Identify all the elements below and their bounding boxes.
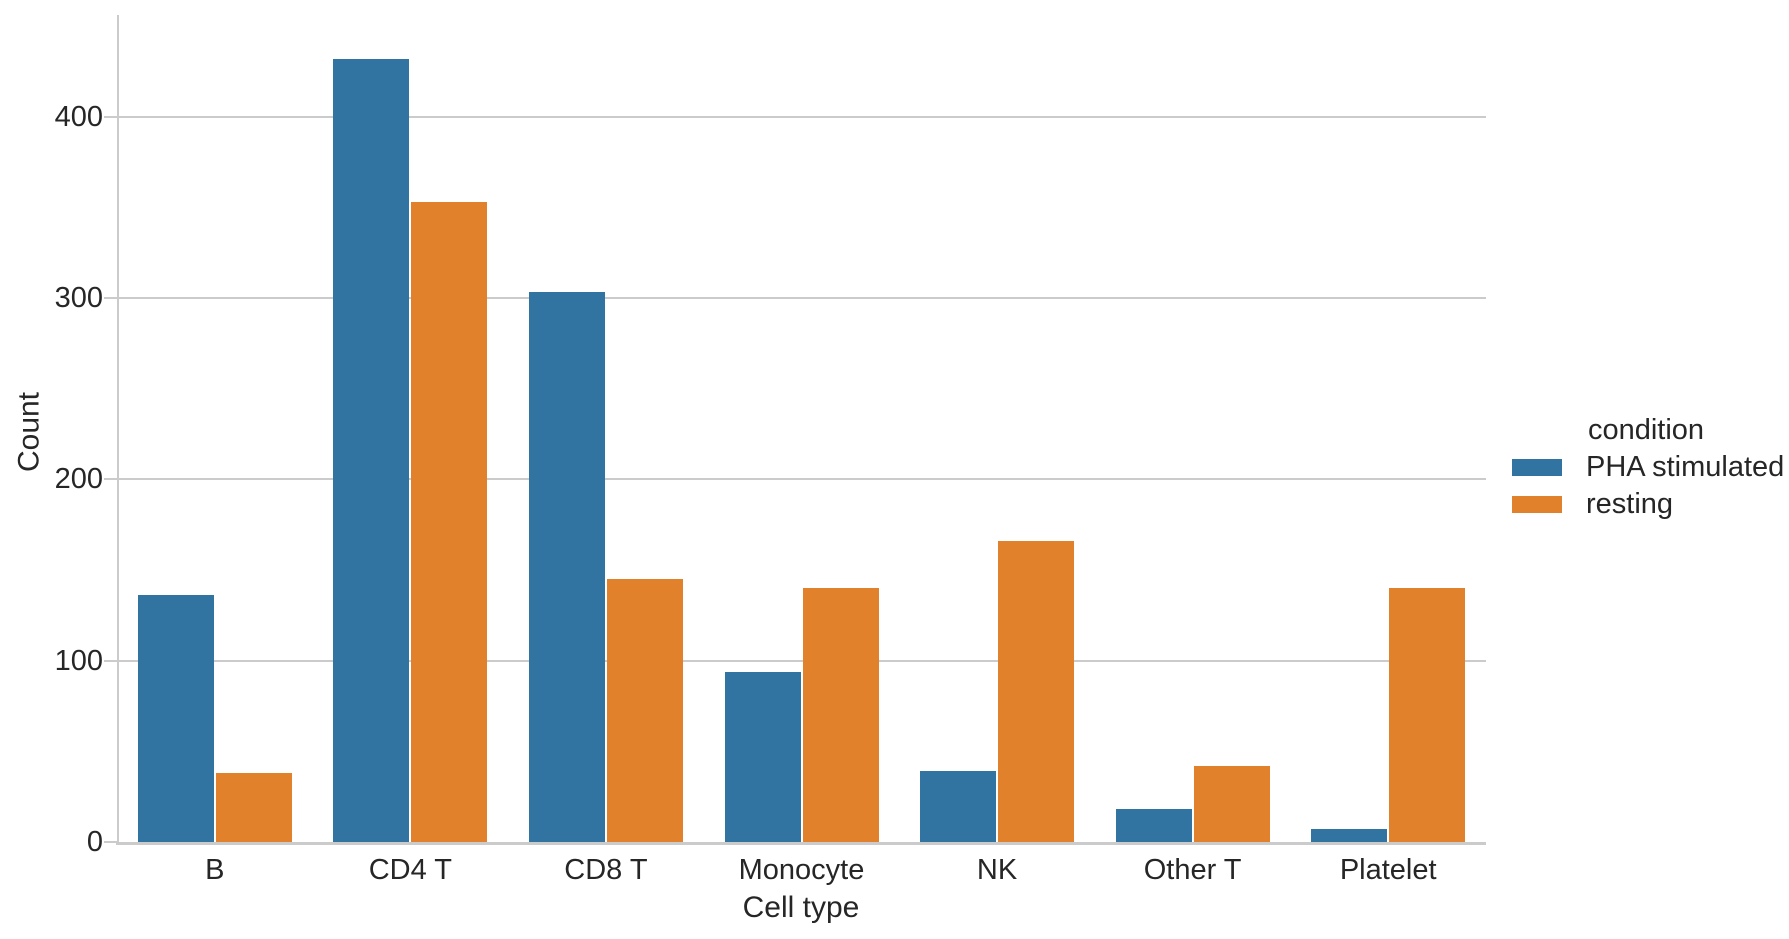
- bar-resting-cd4-t: [411, 201, 488, 842]
- y-gridline: [117, 659, 1486, 662]
- legend-swatch-pha-stimulated: [1512, 459, 1562, 476]
- y-tick-mark: [104, 296, 117, 299]
- bar-pha-stimulated-nk: [920, 771, 997, 842]
- bar-pha-stimulated-monocyte: [724, 671, 801, 842]
- bar-resting-b: [215, 773, 292, 842]
- bar-resting-platelet: [1389, 588, 1466, 842]
- y-tick-label: 100: [54, 644, 103, 677]
- y-tick-mark: [104, 478, 117, 481]
- legend-title: condition: [1587, 414, 1705, 446]
- x-axis-label: Cell type: [742, 891, 860, 924]
- x-axis-spine: [116, 842, 1486, 845]
- legend: condition PHA stimulated resting: [1512, 412, 1784, 523]
- x-tick-label: NK: [976, 854, 1018, 886]
- bar-pha-stimulated-cd4-t: [333, 58, 410, 842]
- x-tick-label: B: [205, 854, 225, 886]
- x-tick-label: Platelet: [1339, 854, 1437, 886]
- y-gridline: [117, 296, 1486, 299]
- y-tick-mark: [104, 115, 117, 118]
- y-tick-label: 0: [86, 826, 103, 858]
- bar-resting-cd8-t: [606, 579, 683, 842]
- x-tick-label: Monocyte: [738, 854, 865, 886]
- bar-resting-nk: [998, 540, 1075, 842]
- bar-resting-monocyte: [802, 588, 879, 842]
- x-tick-label: CD4 T: [368, 854, 452, 886]
- legend-items: PHA stimulated resting: [1512, 449, 1784, 523]
- legend-item-label: PHA stimulated: [1586, 451, 1785, 483]
- legend-item: PHA stimulated: [1512, 449, 1784, 486]
- y-tick-label: 300: [54, 281, 103, 314]
- bar-resting-other-t: [1193, 765, 1270, 842]
- y-tick-mark: [104, 841, 117, 843]
- legend-swatch-resting: [1512, 496, 1562, 513]
- y-axis-spine: [117, 15, 119, 844]
- y-gridline: [117, 478, 1486, 481]
- x-tick-label: Other T: [1143, 854, 1242, 886]
- bar-pha-stimulated-other-t: [1115, 809, 1192, 842]
- bar-pha-stimulated-platelet: [1311, 829, 1388, 842]
- y-tick-mark: [104, 659, 117, 662]
- y-gridline: [117, 115, 1486, 118]
- y-tick-label: 200: [54, 463, 103, 496]
- y-tick-label: 400: [54, 100, 103, 133]
- legend-item: resting: [1512, 486, 1780, 523]
- y-axis-label: Count: [12, 391, 46, 473]
- bar-pha-stimulated-b: [137, 595, 214, 842]
- x-tick-label: CD8 T: [564, 854, 648, 886]
- legend-item-label: resting: [1586, 488, 1674, 520]
- bar-pha-stimulated-cd8-t: [528, 292, 605, 842]
